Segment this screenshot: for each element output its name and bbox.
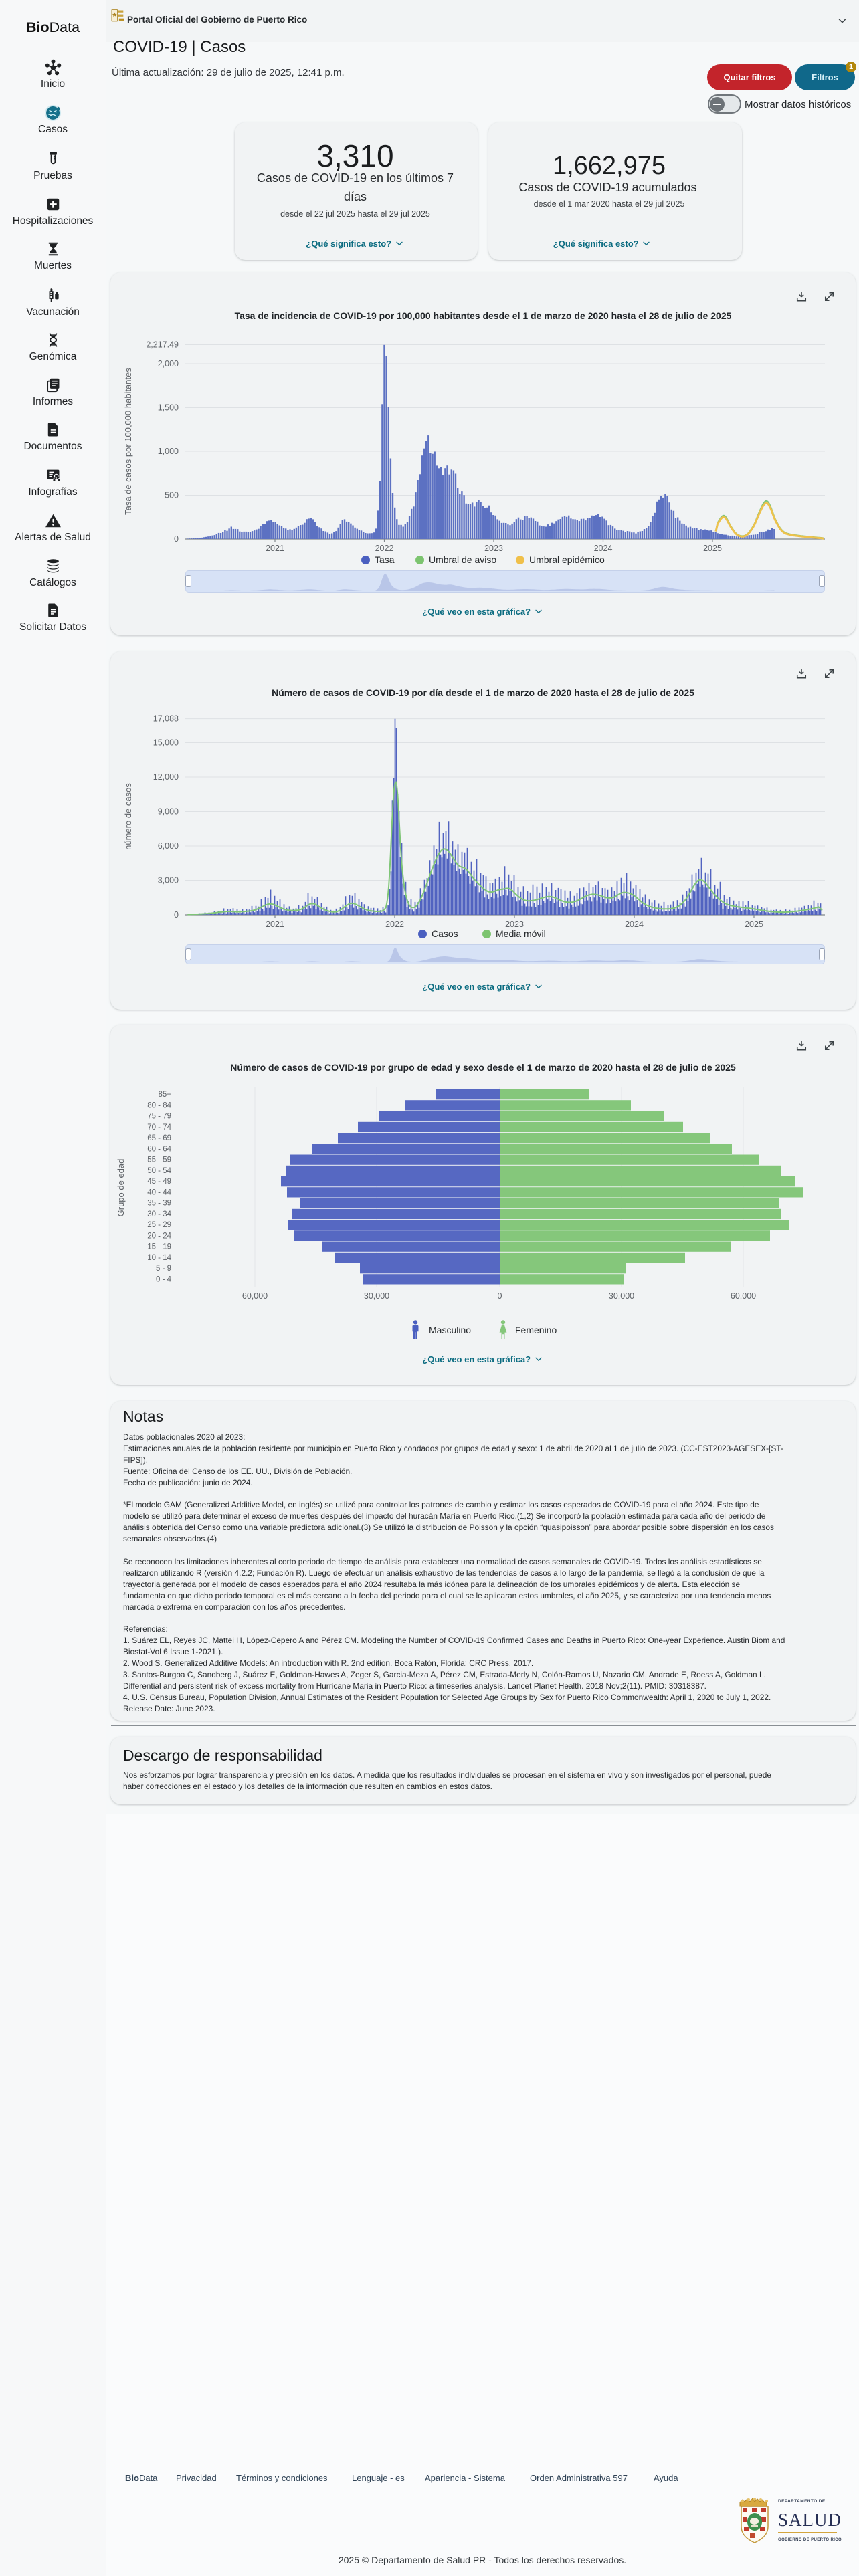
svg-text:2023: 2023 (505, 920, 524, 929)
svg-text:60,000: 60,000 (731, 1291, 756, 1301)
svg-text:15,000: 15,000 (153, 738, 179, 748)
svg-text:0 - 4: 0 - 4 (156, 1275, 172, 1283)
svg-text:2023: 2023 (484, 544, 503, 553)
svg-text:17,088: 17,088 (153, 714, 179, 724)
svg-text:75 - 79: 75 - 79 (147, 1113, 171, 1121)
svg-text:65 - 69: 65 - 69 (147, 1134, 171, 1142)
svg-text:2,000: 2,000 (158, 359, 179, 368)
svg-text:12,000: 12,000 (153, 772, 179, 782)
svg-text:9,000: 9,000 (158, 807, 179, 817)
svg-text:85+: 85+ (158, 1091, 171, 1099)
svg-text:30 - 34: 30 - 34 (147, 1210, 171, 1218)
svg-text:40 - 44: 40 - 44 (147, 1188, 171, 1196)
svg-text:35 - 39: 35 - 39 (147, 1200, 171, 1208)
svg-text:70 - 74: 70 - 74 (147, 1123, 171, 1132)
svg-text:Tasa de casos por 100,000 habi: Tasa de casos por 100,000 habitantes (123, 368, 133, 515)
svg-text:45 - 49: 45 - 49 (147, 1178, 171, 1186)
svg-text:número de casos: número de casos (123, 783, 133, 850)
svg-text:Grupo de edad: Grupo de edad (116, 1159, 126, 1217)
svg-text:500: 500 (165, 491, 179, 500)
svg-text:2025: 2025 (745, 920, 763, 929)
svg-text:20 - 24: 20 - 24 (147, 1232, 171, 1240)
svg-text:55 - 59: 55 - 59 (147, 1156, 171, 1164)
svg-text:2024: 2024 (625, 920, 644, 929)
svg-text:25 - 29: 25 - 29 (147, 1221, 171, 1229)
svg-text:80 - 84: 80 - 84 (147, 1101, 171, 1109)
svg-text:30,000: 30,000 (609, 1291, 634, 1301)
svg-text:0: 0 (174, 910, 179, 920)
svg-text:1,000: 1,000 (158, 447, 179, 456)
svg-text:2024: 2024 (594, 544, 613, 553)
svg-text:15 - 19: 15 - 19 (147, 1243, 171, 1251)
svg-text:60,000: 60,000 (242, 1291, 268, 1301)
svg-text:2022: 2022 (375, 544, 394, 553)
svg-text:2021: 2021 (266, 544, 284, 553)
svg-text:2021: 2021 (266, 920, 284, 929)
svg-text:6,000: 6,000 (158, 841, 179, 851)
svg-text:10 - 14: 10 - 14 (147, 1254, 171, 1262)
svg-text:0: 0 (498, 1291, 502, 1301)
svg-text:0: 0 (174, 534, 179, 544)
svg-text:2,217.49: 2,217.49 (146, 340, 179, 350)
svg-text:2022: 2022 (385, 920, 404, 929)
svg-text:30,000: 30,000 (364, 1291, 389, 1301)
svg-text:50 - 54: 50 - 54 (147, 1167, 171, 1175)
svg-text:1,500: 1,500 (158, 403, 179, 413)
svg-text:3,000: 3,000 (158, 876, 179, 885)
svg-text:5 - 9: 5 - 9 (156, 1265, 171, 1273)
svg-text:60 - 64: 60 - 64 (147, 1145, 171, 1153)
svg-text:2025: 2025 (703, 544, 722, 553)
